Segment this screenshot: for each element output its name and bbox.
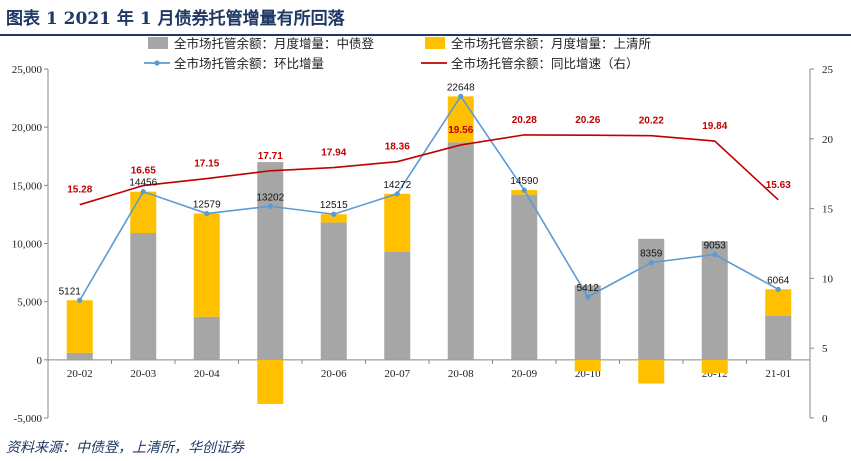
legend-marker: [154, 60, 160, 66]
yoy-data-label: 18.36: [385, 142, 410, 153]
lines: [77, 93, 781, 303]
data-labels: 5121 14456 12579 13202 12515 14272 22648 14590 5…: [59, 82, 792, 297]
bar-zhongzhaideng: [638, 238, 665, 360]
bar-zhongzhaideng: [66, 352, 93, 360]
legend: 全市场托管余额：月度增量：中债登 全市场托管余额：月度增量：上清所全市场托管余额：…: [144, 36, 651, 71]
bar-shangqingsuo: [574, 359, 601, 372]
mom-data-label: 5121: [59, 286, 82, 297]
bar-shangqingsuo: [765, 289, 792, 316]
mom-data-label: 14590: [510, 176, 538, 187]
y-right-tick-label: 0: [822, 413, 828, 425]
mom-data-label: 14272: [383, 180, 411, 191]
mom-data-label: 5412: [577, 283, 600, 294]
yoy-data-label: 17.94: [321, 148, 346, 159]
y-right-tick-label: 20: [822, 134, 834, 146]
mom-increment-point: [648, 259, 654, 266]
mom-increment-point: [394, 191, 400, 197]
yoy-data-label: 20.26: [575, 115, 600, 126]
mom-data-label: 12515: [320, 200, 348, 211]
y-right-tick-label: 5: [822, 343, 828, 355]
mom-increment-point: [267, 203, 273, 209]
y-left-tick-label: 15,000: [12, 180, 43, 192]
bar-shangqingsuo: [384, 193, 411, 252]
yoy-data-label: 20.22: [639, 116, 664, 127]
x-tick-label: 20-07: [384, 368, 410, 380]
bar-shangqingsuo: [638, 359, 665, 384]
legend-label: 全市场托管余额：月度增量：中债登: [174, 36, 375, 51]
yoy-data-label: 19.56: [448, 125, 473, 136]
bar-zhongzhaideng: [320, 222, 347, 360]
bar-zhongzhaideng: [193, 316, 220, 360]
mom-increment-point: [712, 251, 718, 258]
x-tick-label: 20-03: [130, 368, 156, 380]
mom-increment-point: [331, 211, 337, 217]
mom-data-label: 12579: [193, 199, 221, 210]
y-right-tick-label: 15: [822, 204, 834, 216]
yoy-data-label: 15.28: [67, 185, 92, 196]
yoy-data-label: 20.28: [512, 115, 537, 126]
yoy-data-label: 19.84: [702, 121, 727, 132]
mom-increment-point: [140, 189, 146, 195]
mom-data-label: 9053: [704, 241, 727, 252]
bar-zhongzhaideng: [384, 251, 411, 360]
bar-shangqingsuo: [193, 213, 220, 317]
x-tick-label: 20-06: [321, 368, 347, 380]
mom-increment-line: [79, 94, 779, 301]
legend-label: 全市场托管余额：环比增量: [174, 56, 324, 71]
bar-shangqingsuo: [320, 214, 347, 223]
mom-increment-point: [458, 93, 464, 99]
title-bar: 图表 1 2021 年 1 月债券托管增量有所回落: [0, 0, 851, 36]
bar-zhongzhaideng: [511, 194, 538, 360]
mom-increment-point: [204, 210, 210, 217]
y-left-tick-label: 0: [37, 355, 43, 367]
bar-zhongzhaideng: [447, 142, 474, 360]
mom-data-label: 14456: [129, 178, 157, 189]
bar-shangqingsuo: [130, 191, 157, 234]
bar-shangqingsuo: [447, 96, 474, 143]
legend-swatch: [425, 37, 445, 49]
figure-title: 图表 1 2021 年 1 月债券托管增量有所回落: [6, 9, 345, 29]
mom-data-label: 8359: [640, 249, 663, 260]
bar-shangqingsuo: [66, 300, 93, 353]
bar-zhongzhaideng: [257, 162, 284, 360]
mom-data-label: 6064: [767, 275, 790, 286]
y-left-tick-label: 25,000: [12, 64, 43, 76]
y-left-tick-label: 20,000: [12, 122, 43, 134]
x-tick-label: 20-02: [67, 368, 93, 380]
mom-increment-point: [775, 286, 781, 292]
mom-increment-point: [77, 297, 83, 303]
legend-swatch: [148, 37, 168, 49]
legend-label: 全市场托管余额：同比增速（右）: [451, 56, 639, 71]
yoy-data-label: 15.63: [766, 180, 791, 191]
axes: -5,000 0 5,000 10,000 15,000 20,000 25,000 0 5 10…: [12, 64, 834, 425]
bar-shangqingsuo: [701, 359, 728, 374]
yoy-data-label: 17.15: [194, 159, 219, 170]
bar-shangqingsuo: [257, 359, 284, 405]
title-rule: [0, 34, 851, 36]
mom-data-label: 22648: [447, 82, 475, 93]
x-tick-label: 20-09: [511, 368, 537, 380]
mom-increment-point: [585, 294, 591, 300]
y-right-tick-label: 10: [822, 273, 834, 285]
yoy-data-label: 17.71: [258, 151, 283, 162]
y-right-tick-label: 25: [822, 64, 834, 76]
bar-zhongzhaideng: [130, 233, 157, 360]
y-left-tick-label: 10,000: [12, 239, 43, 251]
y-left-tick-label: -5,000: [14, 413, 43, 425]
mom-data-label: 13202: [256, 192, 284, 203]
source-note: 资料来源：中债登，上清所，华创证券: [6, 440, 244, 456]
bar-zhongzhaideng: [765, 315, 792, 360]
yoy-growth-line: [79, 134, 779, 206]
bar-zhongzhaideng: [701, 241, 728, 360]
x-tick-label: 21-01: [765, 368, 791, 380]
bars: [66, 96, 792, 405]
mom-increment-point: [521, 187, 527, 193]
legend-label: 全市场托管余额：月度增量：上清所: [451, 36, 651, 51]
x-tick-label: 20-04: [194, 368, 220, 380]
x-tick-label: 20-08: [448, 368, 474, 380]
y-left-tick-label: 5,000: [17, 297, 42, 309]
yoy-data-label: 16.65: [131, 166, 156, 177]
